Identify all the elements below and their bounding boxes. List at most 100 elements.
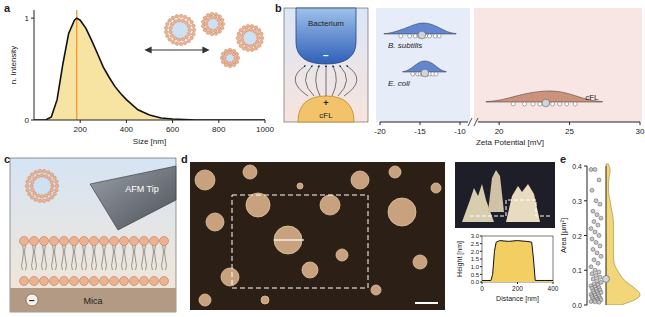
lipid-head: [164, 26, 168, 30]
lipid-head: [30, 277, 39, 286]
scale-bar: [415, 302, 438, 304]
height-guide: [470, 200, 550, 216]
lipid-head: [50, 180, 54, 184]
vesicle-patch: [336, 249, 348, 261]
lipid-head: [173, 37, 177, 41]
lipid-head: [232, 52, 236, 56]
vesicle-patch: [199, 294, 211, 306]
lipid-head: [70, 237, 79, 246]
lipid-head: [242, 31, 246, 35]
lipid-head: [20, 237, 29, 246]
point: [565, 102, 569, 106]
y-tick-label: 3.0: [471, 233, 480, 239]
lipid-tail: [122, 244, 127, 270]
area: [34, 18, 265, 120]
y-tick: [480, 259, 482, 260]
lipid-head: [34, 198, 38, 202]
lipid-head: [224, 60, 228, 64]
lipid-head: [150, 277, 159, 286]
point: [558, 102, 562, 106]
x-tick-label: -10: [454, 127, 466, 136]
x-tick-label: 0: [480, 285, 484, 292]
3d-feature: [488, 170, 504, 212]
reference-line: [76, 10, 78, 120]
mean-marker: [418, 31, 426, 39]
lipid-head: [130, 277, 139, 286]
lipid-tail: [132, 244, 137, 270]
lipid-head: [259, 40, 263, 44]
lipid-head: [250, 48, 254, 52]
lipid-head: [42, 199, 46, 203]
lipid-head: [249, 45, 253, 49]
lipid-tail: [52, 244, 57, 270]
lipid-head: [53, 192, 57, 196]
x-tick: [80, 120, 81, 123]
lipid-head: [249, 28, 253, 32]
lipid-head: [209, 29, 213, 33]
lipid-head: [237, 40, 241, 44]
lipid-head: [34, 171, 38, 175]
y-tick: [480, 236, 482, 237]
y-tick-label: 0.2: [572, 233, 582, 240]
cfl-particle: [298, 96, 354, 122]
line: [34, 18, 265, 120]
point: [589, 167, 593, 171]
x-axis-title: Size [nm]: [133, 137, 166, 146]
3d-feature: [506, 184, 540, 222]
lipid-head: [46, 171, 50, 175]
panel-letter: a: [4, 2, 11, 14]
x-axis-title: Distance [nm]: [496, 295, 539, 303]
vesicle-core: [225, 53, 235, 63]
point: [594, 199, 598, 203]
x-tick: [553, 282, 554, 284]
point: [596, 261, 600, 265]
lipid-head: [232, 60, 236, 64]
y-tick: [480, 266, 482, 267]
lipid-head: [177, 18, 181, 22]
lipid-head: [190, 20, 194, 24]
lipid-head: [187, 24, 191, 28]
lipid-head: [250, 24, 254, 28]
y-tick: [584, 305, 587, 306]
bacterium-label: Bacterium: [308, 19, 344, 28]
lipid-head: [246, 24, 250, 28]
lipid-head: [160, 237, 169, 246]
point: [411, 72, 415, 76]
field-line: [338, 66, 347, 96]
lipid-head: [236, 36, 240, 40]
lipid-head: [175, 42, 179, 46]
lipid-head: [50, 173, 54, 177]
point: [597, 270, 601, 274]
mean-marker: [421, 69, 429, 77]
lipid-head: [254, 47, 258, 51]
lipid-head: [38, 169, 42, 173]
lipid-head: [50, 277, 59, 286]
lipid-head: [257, 44, 261, 48]
lipid-head: [257, 28, 261, 32]
x-tick: [499, 122, 500, 125]
point: [595, 213, 599, 217]
lipid-head: [40, 174, 44, 178]
panel-letter: b: [275, 2, 282, 14]
x-tick: [517, 282, 518, 284]
lipid-head: [40, 195, 44, 199]
point: [511, 102, 515, 106]
lipid-head: [40, 277, 49, 286]
vesicle-patch: [431, 183, 441, 193]
lipid-head: [254, 26, 258, 30]
y-tick-label: 2.0: [471, 249, 480, 255]
lipid-tail: [102, 244, 107, 270]
lipid-head: [26, 188, 30, 192]
lipid-head: [242, 26, 246, 30]
point: [433, 34, 437, 38]
lipid-head: [166, 22, 170, 26]
field-line: [326, 66, 327, 96]
violin: [606, 164, 640, 305]
profile-line: [274, 239, 304, 240]
lipid-head: [55, 188, 59, 192]
lipid-head: [90, 277, 99, 286]
point: [598, 275, 602, 279]
field-line: [332, 66, 336, 96]
lipid-head: [46, 198, 50, 202]
x-tick-label: 400: [548, 285, 559, 292]
